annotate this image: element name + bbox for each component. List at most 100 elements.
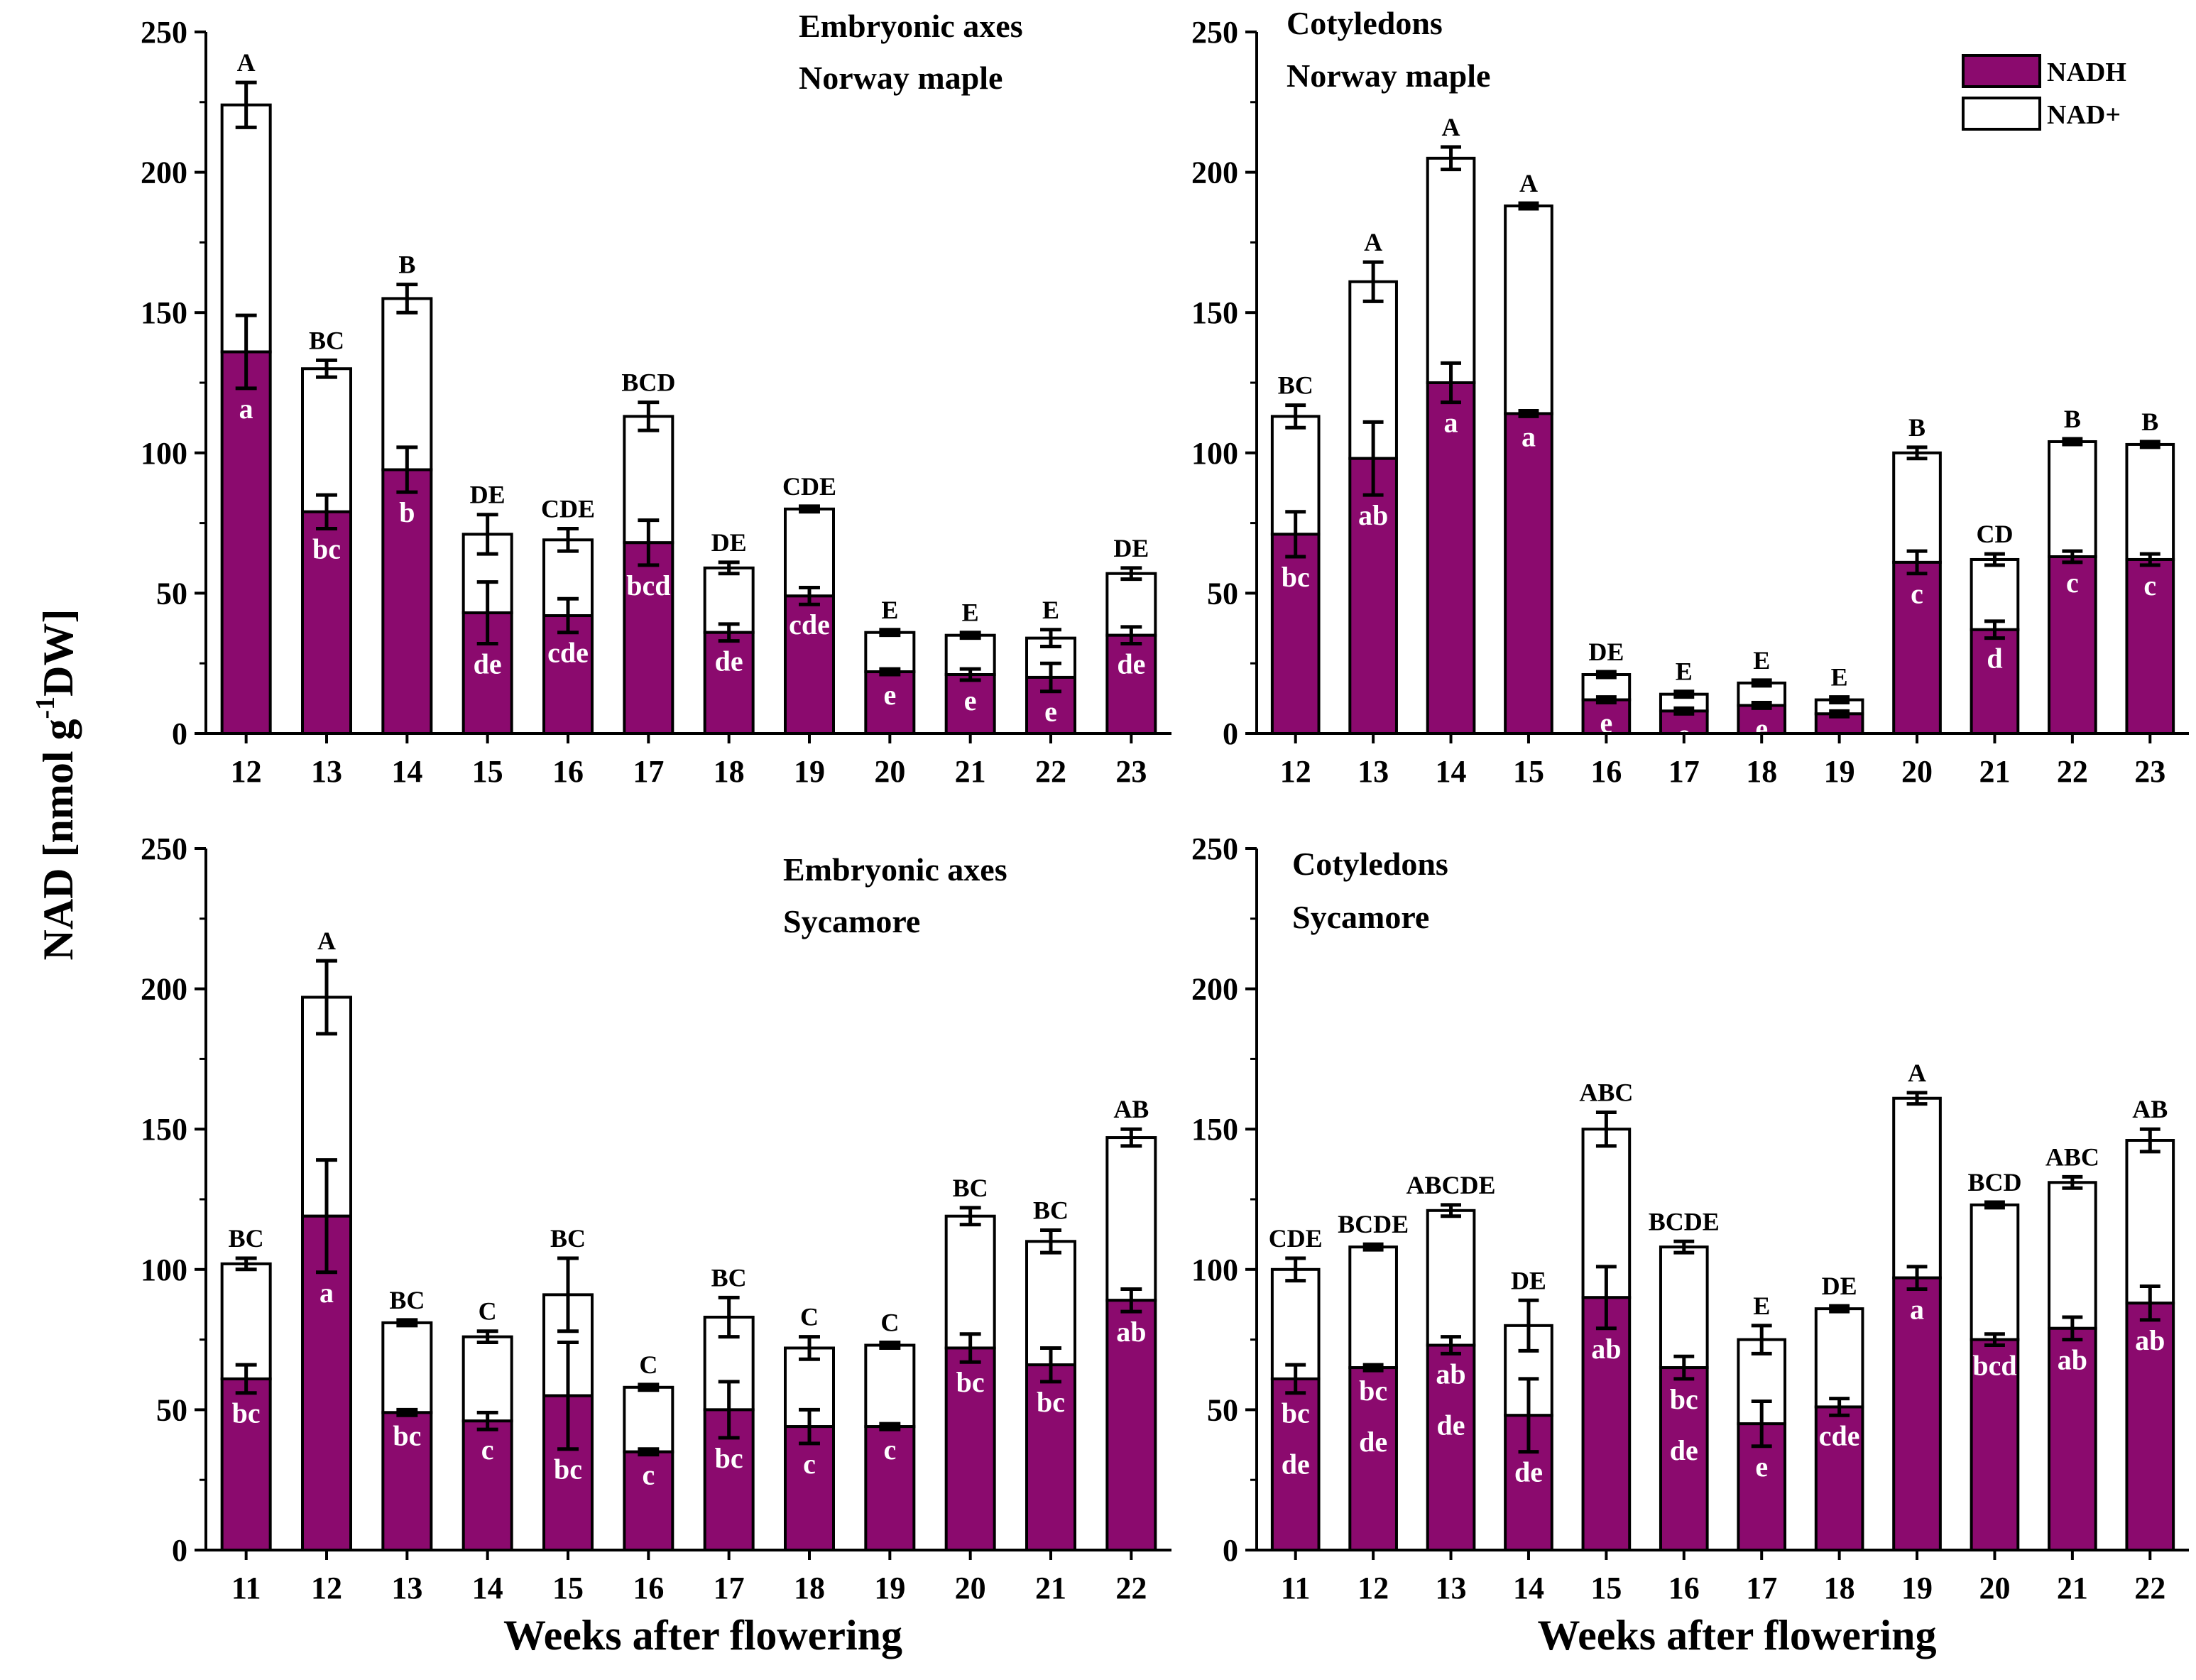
sig-letter-lower: c <box>642 1459 655 1491</box>
bar-nad-plus <box>864 631 916 674</box>
x-tick-label: 22 <box>1035 754 1066 789</box>
sig-letter-lower: e <box>964 684 977 716</box>
y-tick-label: 250 <box>141 831 187 866</box>
panel-title: Sycamore <box>1292 899 1429 935</box>
sig-letter-upper: CDE <box>782 472 836 501</box>
bar-nadh <box>944 673 996 735</box>
bar-nad-plus <box>1426 1209 1476 1347</box>
bar-nad-plus <box>703 566 755 634</box>
x-tick-label: 12 <box>311 1571 342 1605</box>
legend: NADH NAD+ <box>1962 54 2126 131</box>
bar-nadh <box>301 510 352 735</box>
y-axis-title-sup: -1 <box>31 697 60 719</box>
error-bar-nadh <box>2062 1315 2083 1342</box>
y-axis-title-tail: DW] <box>35 609 82 697</box>
x-tick-label: 13 <box>311 754 342 789</box>
x-tick-label: 15 <box>1590 1571 1622 1605</box>
bar-nad-plus <box>1892 1096 1942 1280</box>
error-bar-nad-plus <box>1751 1324 1772 1356</box>
panel-title: Embryonic axes <box>799 8 1023 44</box>
sig-letter-upper: ABCDE <box>1406 1171 1496 1199</box>
sig-letter-upper: CD <box>1976 520 2013 548</box>
x-tick-label: 19 <box>794 754 825 789</box>
error-bar-nadh <box>638 1447 660 1457</box>
sig-letter-lower: ab <box>2135 1324 2165 1356</box>
sig-letter-lower: ab <box>1116 1316 1146 1348</box>
bar-nad-plus <box>1270 1267 1321 1380</box>
error-bar-nad-plus <box>1518 1298 1539 1353</box>
legend-label: NADH <box>2047 58 2126 87</box>
error-bar-nadh <box>1120 625 1142 646</box>
error-bar-nadh <box>235 313 257 391</box>
x-tick-label: 22 <box>1115 1571 1147 1605</box>
bar-nad-plus <box>381 1321 433 1414</box>
error-bar-nadh <box>1906 549 1928 576</box>
sig-letter-lower: c <box>1911 578 1923 610</box>
error-bar-nadh <box>476 1410 498 1431</box>
sig-letter-upper: B <box>398 251 415 279</box>
x-tick-label: 21 <box>1979 754 2010 789</box>
x-tick-label: 18 <box>1746 754 1777 789</box>
x-tick-label: 18 <box>1824 1571 1855 1605</box>
error-bar-nad-plus <box>396 283 418 315</box>
x-tick-label: 21 <box>955 754 986 789</box>
error-bar-nad-plus <box>316 959 337 1036</box>
error-bar-nad-plus <box>1595 670 1617 680</box>
sig-letter-upper: BCD <box>1967 1168 2021 1196</box>
bar-nadh <box>381 468 433 736</box>
error-bar-nadh <box>1441 1335 1461 1356</box>
error-bar-nadh <box>1984 1332 2005 1348</box>
sig-letter-upper: C <box>880 1309 899 1337</box>
error-bar-nadh <box>879 667 901 677</box>
panel-title: Norway maple <box>799 60 1003 96</box>
sig-letter-upper: E <box>962 599 979 627</box>
error-bar-nadh <box>1040 1346 1061 1384</box>
error-bar-nad-plus <box>959 631 981 640</box>
y-tick-label: 100 <box>1191 1253 1238 1287</box>
bar-nadh <box>1426 381 1476 735</box>
sig-letter-upper: BC <box>1033 1196 1069 1224</box>
sig-letter-lower: de <box>715 645 743 677</box>
error-bar-nad-plus <box>557 527 579 553</box>
error-bar-nadh <box>1518 409 1539 418</box>
error-bar-nadh <box>316 1158 337 1275</box>
sig-letter-lower: de <box>1117 648 1145 680</box>
y-tick-label: 0 <box>1223 716 1238 751</box>
error-bar-nad-plus <box>1362 1242 1384 1252</box>
x-tick-label: 14 <box>391 754 422 789</box>
error-bar-nad-plus <box>718 560 740 576</box>
error-bar-nadh <box>1362 420 1384 497</box>
x-tick-label: 17 <box>1668 754 1700 789</box>
bar-nad-plus <box>381 297 433 471</box>
x-tick-label: 16 <box>633 1571 664 1605</box>
error-bar-nadh <box>2139 552 2161 567</box>
error-bar-nadh <box>1595 695 1617 705</box>
bar-nadh <box>1270 533 1321 736</box>
x-tick-label: 11 <box>1281 1571 1311 1605</box>
sig-letter-upper: CDE <box>541 495 595 523</box>
error-bar-nad-plus <box>879 628 901 638</box>
error-bar-nadh <box>638 518 660 567</box>
bar-nad-plus <box>1659 1245 1709 1370</box>
sig-letter-lower: c <box>2066 567 2079 599</box>
legend-label: NAD+ <box>2047 100 2121 130</box>
error-bar-nadh <box>799 1407 820 1446</box>
x-axis-title: Weeks after flowering <box>1537 1612 1936 1659</box>
bar-nadh <box>542 614 594 735</box>
legend-swatch-nadh <box>1962 54 2041 88</box>
y-axis-title: NAD [nmol g-1DW] <box>31 609 82 961</box>
sig-letter-lower: de <box>1437 1409 1465 1441</box>
sig-letter-upper: C <box>479 1297 497 1326</box>
error-bar-nad-plus <box>1120 1127 1142 1148</box>
x-tick-label: 20 <box>1979 1571 2010 1605</box>
error-bar-nad-plus <box>1362 260 1384 303</box>
error-bar-nadh <box>2139 1284 2161 1322</box>
error-bar-nad-plus <box>235 80 257 129</box>
x-tick-label: 13 <box>391 1571 422 1605</box>
bar-nadh <box>220 1377 272 1551</box>
error-bar-nadh <box>1441 361 1461 405</box>
y-tick-label: 0 <box>172 1533 187 1568</box>
error-bar-nadh <box>1906 1265 1928 1291</box>
bar-nad-plus <box>461 1335 513 1423</box>
sig-letter-upper: BC <box>229 1224 264 1253</box>
